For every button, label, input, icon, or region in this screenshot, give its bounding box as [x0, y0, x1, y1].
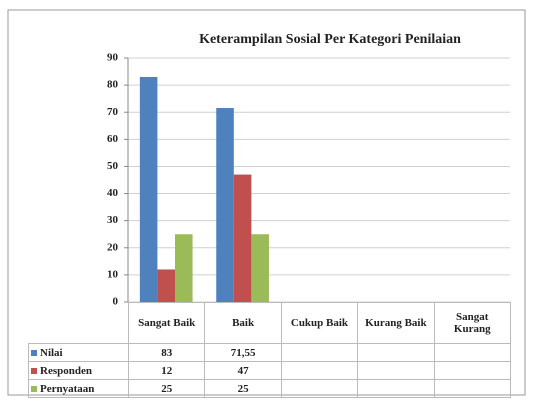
legend-swatch [31, 385, 37, 392]
series-row: Nilai 83 71,55 [28, 343, 511, 362]
value-cell [357, 343, 435, 362]
y-tick-label: 40 [107, 187, 119, 199]
y-tick-label: 80 [107, 79, 119, 91]
legend-swatch [31, 349, 37, 356]
value-cell: 47 [204, 361, 282, 380]
legend-cell: Nilai [28, 343, 129, 362]
legend-cell: Responden [28, 361, 129, 380]
chart-title: Keterampilan Sosial Per Kategori Penilai… [199, 32, 461, 47]
value-cell [280, 379, 359, 398]
value-cell: 83 [127, 343, 206, 362]
value-cell: 25 [204, 379, 282, 398]
legend-label: Pernyataan [40, 382, 95, 395]
value-cell [280, 343, 359, 362]
value-cell [357, 379, 435, 398]
y-tick-label: 70 [107, 106, 119, 118]
legend-swatch [31, 367, 37, 374]
y-tick-label: 20 [107, 241, 119, 253]
y-tick-label: 60 [107, 133, 119, 145]
value-cell [357, 361, 435, 380]
value-cell: 12 [127, 361, 206, 380]
value-cell [280, 361, 359, 380]
data-table: Sangat Baik Baik Cukup Baik Kurang Baik Sang… [28, 302, 511, 398]
value-cell [433, 343, 511, 362]
value-cell: 25 [127, 379, 206, 398]
category-label: Kurang Baik [357, 302, 435, 344]
legend-cell: Pernyataan [28, 379, 129, 398]
legend-label: Nilai [40, 346, 63, 359]
series-row: Pernyataan 25 25 [28, 379, 511, 398]
bar [139, 76, 158, 302]
category-label: Baik [204, 302, 282, 344]
y-tick-label: 30 [107, 214, 119, 226]
y-tick-label: 50 [107, 160, 119, 172]
bar [174, 234, 193, 302]
bar [251, 234, 269, 302]
category-label: Sangat Baik [127, 302, 206, 344]
category-label: Sangat Kurang [433, 302, 511, 344]
header-row: Sangat Baik Baik Cukup Baik Kurang Baik Sang… [28, 302, 511, 344]
bar [233, 174, 252, 302]
bar [157, 269, 175, 302]
y-tick-label: 0 [113, 296, 119, 308]
y-tick-label: 10 [107, 268, 119, 280]
category-label: Cukup Baik [280, 302, 359, 344]
series-row: Responden 12 47 [28, 361, 511, 380]
value-cell: 71,55 [204, 343, 282, 362]
legend-label: Responden [40, 364, 92, 377]
bar [216, 108, 234, 303]
value-cell [433, 379, 511, 398]
corner-cell [28, 302, 129, 344]
y-tick-label: 90 [107, 52, 119, 64]
value-cell [433, 361, 511, 380]
